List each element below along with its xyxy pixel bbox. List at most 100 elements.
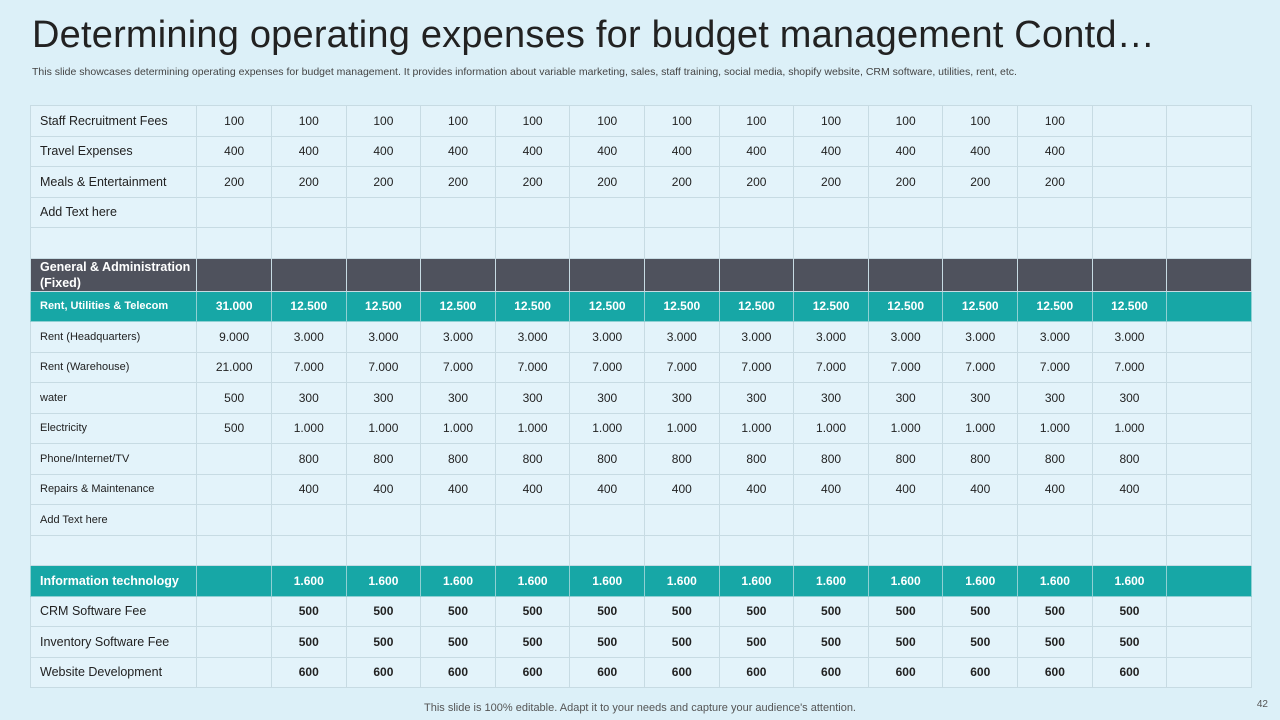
table-cell: 1.000 <box>644 412 720 444</box>
table-cell <box>196 595 272 627</box>
table-cell: 800 <box>644 443 720 475</box>
table-cell: 800 <box>420 443 496 475</box>
table-cell <box>196 565 272 597</box>
table-cell: 1.000 <box>867 412 944 444</box>
table-cell: 1.600 <box>867 565 944 597</box>
table-cell: 7.000 <box>569 351 646 383</box>
table-cell: 200 <box>345 166 422 198</box>
row-label: Rent, Utilities & Telecom <box>29 290 198 322</box>
table-cell: 800 <box>569 443 646 475</box>
table-cell <box>718 534 795 566</box>
table-cell <box>793 534 869 566</box>
table-row: Rent, Utilities & Telecom 31.000 12.500 12.… <box>29 290 1252 322</box>
table-cell <box>1091 504 1168 536</box>
table-cell <box>1166 351 1252 383</box>
table-cell: 100 <box>644 105 720 137</box>
table-cell: 3.000 <box>569 321 646 353</box>
table-cell: 500 <box>494 626 571 658</box>
table-cell: 21.000 <box>196 351 272 383</box>
table-cell: 500 <box>345 626 422 658</box>
table-cell <box>420 227 496 259</box>
slide-subtitle: This slide showcases determining operati… <box>32 66 1017 78</box>
table-cell: 400 <box>569 135 646 167</box>
table-cell: 500 <box>345 595 422 627</box>
table-cell: 1.000 <box>942 412 1019 444</box>
row-label: Rent (Headquarters) <box>29 321 198 353</box>
table-row: Rent (Headquarters) 9.000 3.000 3.000 3.000 3… <box>29 321 1252 353</box>
table-cell <box>1091 166 1168 198</box>
table-cell: 9.000 <box>196 321 272 353</box>
table-cell: 3.000 <box>942 321 1019 353</box>
table-cell: 400 <box>644 473 720 505</box>
table-cell <box>494 534 571 566</box>
table-cell <box>569 227 646 259</box>
table-cell <box>644 534 720 566</box>
table-cell: 400 <box>270 473 347 505</box>
table-cell <box>420 196 496 228</box>
table-cell: 400 <box>1091 473 1168 505</box>
table-cell: 1.000 <box>420 412 496 444</box>
table-cell <box>1166 257 1252 292</box>
row-label <box>29 227 198 259</box>
table-cell <box>1166 626 1252 658</box>
table-cell: 600 <box>420 656 496 688</box>
table-cell: 600 <box>1017 656 1093 688</box>
table-cell: 1.600 <box>644 565 720 597</box>
table-cell: 500 <box>644 595 720 627</box>
table-cell <box>196 196 272 228</box>
row-label: General & Administration (Fixed) <box>29 257 198 292</box>
table-cell: 500 <box>270 595 347 627</box>
table-cell: 500 <box>1017 626 1093 658</box>
table-cell: 12.500 <box>569 290 646 322</box>
row-label: Inventory Software Fee <box>29 626 198 658</box>
table-cell: 100 <box>1017 105 1093 137</box>
table-row: Meals & Entertainment 200 200 200 200 200 200 2… <box>29 166 1252 198</box>
table-cell <box>345 257 422 292</box>
table-cell: 1.000 <box>1091 412 1168 444</box>
table-cell: 600 <box>494 656 571 688</box>
table-cell: 3.000 <box>644 321 720 353</box>
table-cell <box>1166 227 1252 259</box>
table-cell: 200 <box>718 166 795 198</box>
table-row: Phone/Internet/TV 800 800 800 800 800 800 800 80… <box>29 443 1252 475</box>
table-cell <box>1017 257 1093 292</box>
table-cell: 400 <box>793 473 869 505</box>
table-cell: 300 <box>718 382 795 414</box>
table-row <box>29 534 1252 566</box>
table-cell: 3.000 <box>1091 321 1168 353</box>
table-cell <box>1091 257 1168 292</box>
table-cell: 1.600 <box>718 565 795 597</box>
slide-title: Determining operating expenses for budge… <box>32 14 1155 56</box>
table-cell <box>867 504 944 536</box>
table-cell: 3.000 <box>718 321 795 353</box>
table-cell <box>1017 196 1093 228</box>
table-cell <box>270 534 347 566</box>
table-cell: 400 <box>270 135 347 167</box>
row-label: CRM Software Fee <box>29 595 198 627</box>
table-cell: 400 <box>942 135 1019 167</box>
table-cell <box>718 227 795 259</box>
table-cell: 200 <box>420 166 496 198</box>
table-cell: 300 <box>345 382 422 414</box>
table-cell: 400 <box>494 473 571 505</box>
table-cell: 12.500 <box>420 290 496 322</box>
table-cell: 800 <box>942 443 1019 475</box>
table-cell: 7.000 <box>345 351 422 383</box>
table-cell: 100 <box>867 105 944 137</box>
table-cell: 600 <box>345 656 422 688</box>
table-cell: 100 <box>494 105 571 137</box>
table-cell: 12.500 <box>345 290 422 322</box>
table-row: Website Development 600 600 600 600 600 600 600… <box>29 656 1252 688</box>
table-cell: 400 <box>345 135 422 167</box>
table-cell: 100 <box>420 105 496 137</box>
table-cell: 12.500 <box>942 290 1019 322</box>
table-row: Electricity 500 1.000 1.000 1.000 1.000 1.000 1… <box>29 412 1252 444</box>
table-cell: 800 <box>793 443 869 475</box>
table-row: CRM Software Fee 500 500 500 500 500 500 500 500… <box>29 595 1252 627</box>
table-cell: 100 <box>345 105 422 137</box>
table-cell <box>867 257 944 292</box>
table-cell <box>420 504 496 536</box>
table-cell: 7.000 <box>867 351 944 383</box>
table-cell: 1.600 <box>345 565 422 597</box>
table-cell: 300 <box>494 382 571 414</box>
